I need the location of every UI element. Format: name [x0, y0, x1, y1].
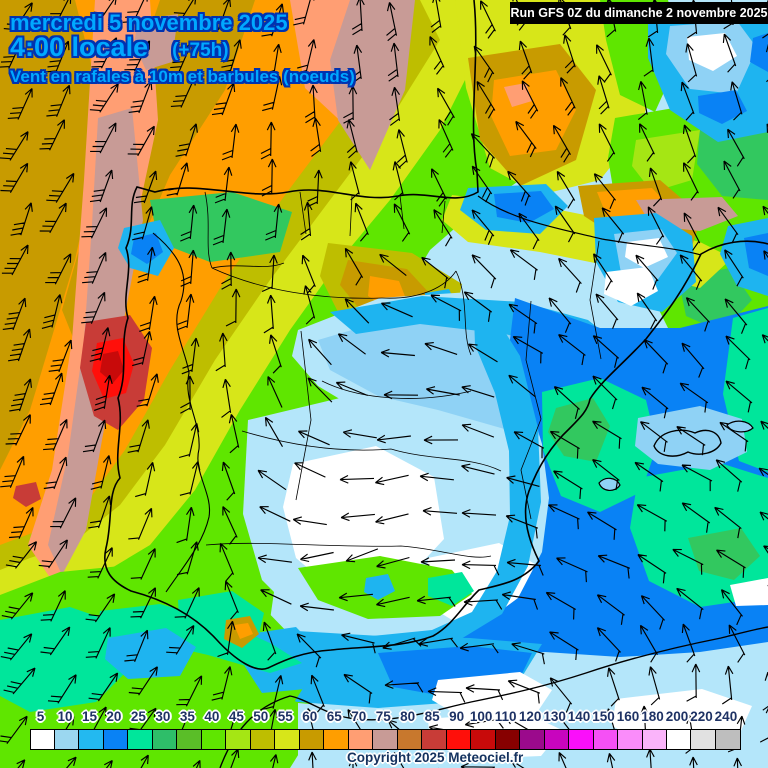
- island-ibiza: [598, 477, 621, 491]
- copyright-label: Copyright 2025 Meteociel.fr: [347, 750, 524, 765]
- local-time-label: 4:00 locale: [10, 32, 149, 62]
- forecast-offset-label: (+75h): [172, 40, 229, 61]
- border-france-spain: [477, 195, 702, 256]
- model-run-info: Run GFS 0Z du dimanche 2 novembre 2025: [510, 2, 768, 24]
- map-parameter-label: Vent en rafales à 10m et barbules (noeud…: [10, 67, 355, 86]
- island-mallorca: [653, 429, 722, 457]
- coastline-africa: [219, 626, 768, 768]
- island-menorca: [726, 420, 754, 433]
- border-portugal-spain: [152, 232, 211, 593]
- coastline-layer: [104, 0, 768, 768]
- forecast-time-label: 4:00 locale (+75h): [10, 32, 229, 63]
- forecast-date-label: mercredi 5 novembre 2025: [10, 10, 288, 35]
- internal-borders: [204, 191, 602, 558]
- coastline-iberia: [104, 0, 768, 670]
